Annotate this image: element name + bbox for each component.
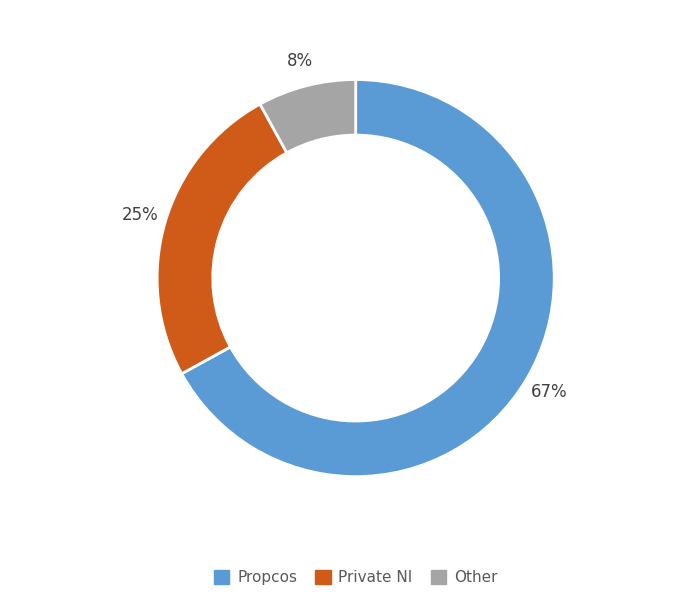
Text: 25%: 25% [122,206,159,224]
Text: 8%: 8% [287,52,313,70]
Wedge shape [182,80,555,477]
Legend: Propcos, Private NI, Other: Propcos, Private NI, Other [206,563,505,593]
Text: 67%: 67% [530,383,567,401]
Wedge shape [157,104,287,374]
Wedge shape [260,80,356,153]
